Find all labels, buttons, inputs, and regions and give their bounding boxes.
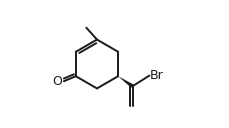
Polygon shape xyxy=(118,76,134,88)
Text: Br: Br xyxy=(150,69,164,82)
Text: O: O xyxy=(52,75,63,88)
